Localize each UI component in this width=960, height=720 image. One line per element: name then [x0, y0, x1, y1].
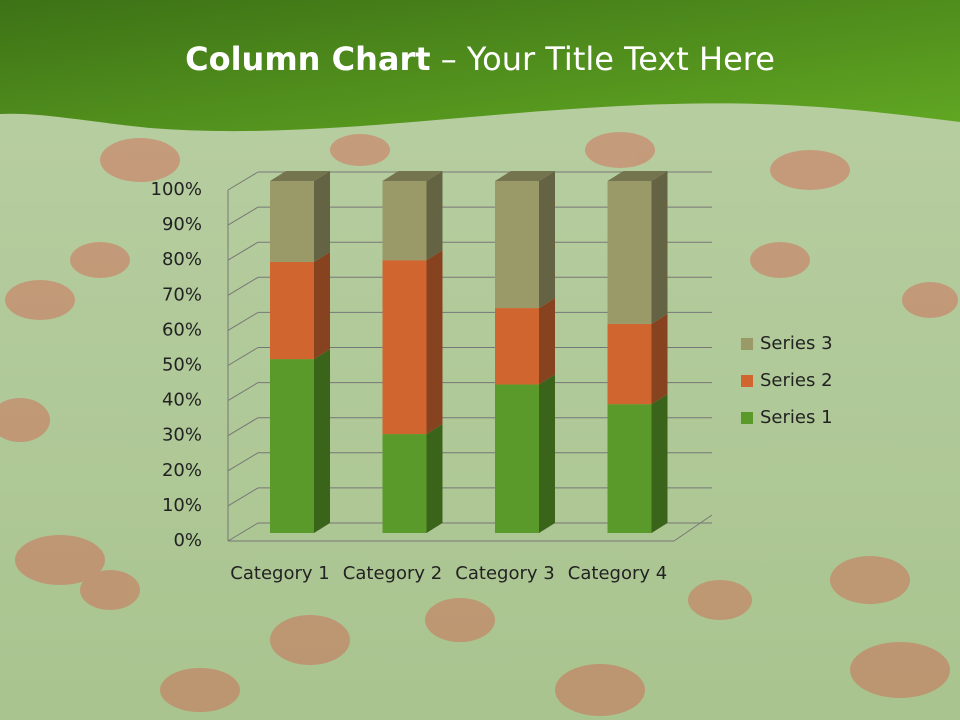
title-bold: Column Chart — [185, 40, 431, 78]
poppies — [0, 132, 958, 716]
y-tick-label: 0% — [173, 530, 202, 551]
title: Column Chart – Your Title Text Here — [0, 40, 960, 78]
grid-line — [227, 522, 259, 542]
grid-line — [227, 241, 259, 261]
x-tick-label: Category 1 — [230, 563, 330, 584]
bar — [495, 384, 539, 533]
bar — [382, 434, 427, 533]
grid-line — [227, 382, 259, 402]
bar-side — [314, 171, 330, 262]
bar — [382, 181, 427, 261]
bar-side — [426, 171, 443, 261]
bar-top — [382, 171, 443, 181]
header-band — [0, 0, 960, 132]
bar — [270, 359, 314, 533]
y-tick-label: 10% — [162, 495, 202, 516]
bar-side — [426, 250, 443, 435]
grid-line — [227, 311, 259, 331]
grid-line — [227, 487, 259, 507]
title-rest: – Your Title Text Here — [440, 40, 775, 78]
legend-swatch — [741, 412, 753, 424]
legend-swatch — [741, 375, 753, 387]
bar-side — [539, 171, 555, 309]
bar — [495, 181, 539, 309]
grid-line — [227, 171, 259, 191]
bar-side — [426, 424, 443, 533]
bar-top — [607, 171, 668, 181]
bar — [607, 404, 652, 533]
y-tick-label: 50% — [162, 355, 202, 376]
y-tick-label: 60% — [162, 319, 202, 340]
legend-label: Series 3 — [760, 333, 833, 354]
grid-line — [227, 276, 259, 296]
y-tick-label: 30% — [162, 425, 202, 446]
x-tick-label: Category 3 — [455, 563, 555, 584]
y-tick-label: 80% — [162, 249, 202, 270]
y-tick-label: 100% — [151, 179, 202, 200]
bar — [607, 323, 652, 405]
bar — [607, 181, 652, 324]
x-tick-label: Category 4 — [567, 563, 668, 584]
y-tick-label: 40% — [162, 390, 202, 411]
grid-line — [227, 417, 259, 437]
grid-line — [227, 452, 259, 472]
bar — [495, 308, 539, 385]
y-tick-label: 90% — [162, 214, 202, 235]
bar — [382, 260, 427, 435]
bar-top — [495, 171, 555, 181]
bar-side — [651, 394, 668, 533]
grid-line — [227, 206, 259, 226]
bar-side — [539, 298, 555, 385]
x-tick-label: Category 2 — [342, 563, 443, 584]
grid-line — [227, 347, 259, 366]
legend-label: Series 2 — [760, 370, 833, 391]
bar-side — [651, 313, 668, 405]
bar-top — [270, 171, 330, 181]
legend-swatch — [741, 338, 753, 350]
y-tick-label: 70% — [162, 284, 202, 305]
bar-side — [314, 251, 330, 360]
legend-label: Series 1 — [760, 407, 833, 428]
bar-side — [314, 349, 330, 533]
bar — [270, 181, 314, 262]
bar — [270, 261, 314, 360]
bar-side — [651, 171, 668, 324]
y-tick-label: 20% — [162, 460, 202, 481]
bar-side — [539, 374, 555, 533]
